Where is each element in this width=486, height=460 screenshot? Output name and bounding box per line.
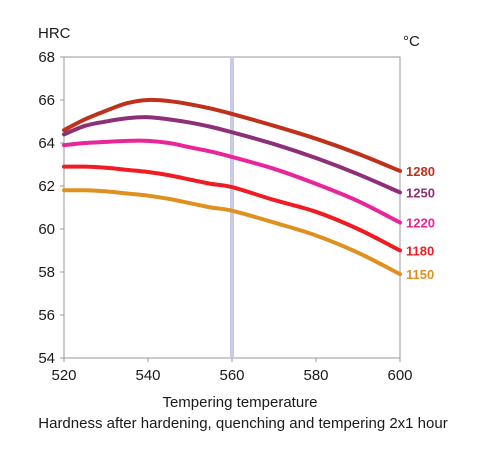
series-line-1280 [62,97,402,173]
plot-area: 54 56 58 60 62 64 66 68 520 540 560 580 600 1280 1250 1… [38,49,435,384]
series-label-1250: 1250 [406,185,435,200]
series-line-1150 [62,188,402,277]
y-axis-label: HRC [38,25,71,42]
x-tick-label: 520 [51,367,76,384]
series-label-1280: 1280 [406,164,435,179]
series-line-1220 [62,138,402,225]
y-tick-label: 66 [38,92,55,109]
y-tick-label: 64 [38,135,55,152]
y-tick-label: 62 [38,178,55,195]
series-label-1220: 1220 [406,216,435,231]
chart-caption: Hardness after hardening, quenching and … [38,415,447,432]
series-line-1250 [62,115,402,195]
x-axis-label: Tempering temperature [162,394,317,411]
y-tick-label: 58 [38,264,55,281]
x-tick-label: 560 [219,367,244,384]
y-tick-label: 54 [38,350,55,367]
y-tick-label: 68 [38,49,55,66]
y-tick-label: 56 [38,307,55,324]
legend-unit-label: °C [403,33,420,50]
series-line-1180 [62,164,402,253]
series-label-1180: 1180 [406,244,434,259]
y-tick-label: 60 [38,221,55,238]
series-label-1150: 1150 [406,267,434,282]
x-tick-label: 600 [387,367,412,384]
x-tick-label: 540 [135,367,160,384]
x-tick-label: 580 [303,367,328,384]
